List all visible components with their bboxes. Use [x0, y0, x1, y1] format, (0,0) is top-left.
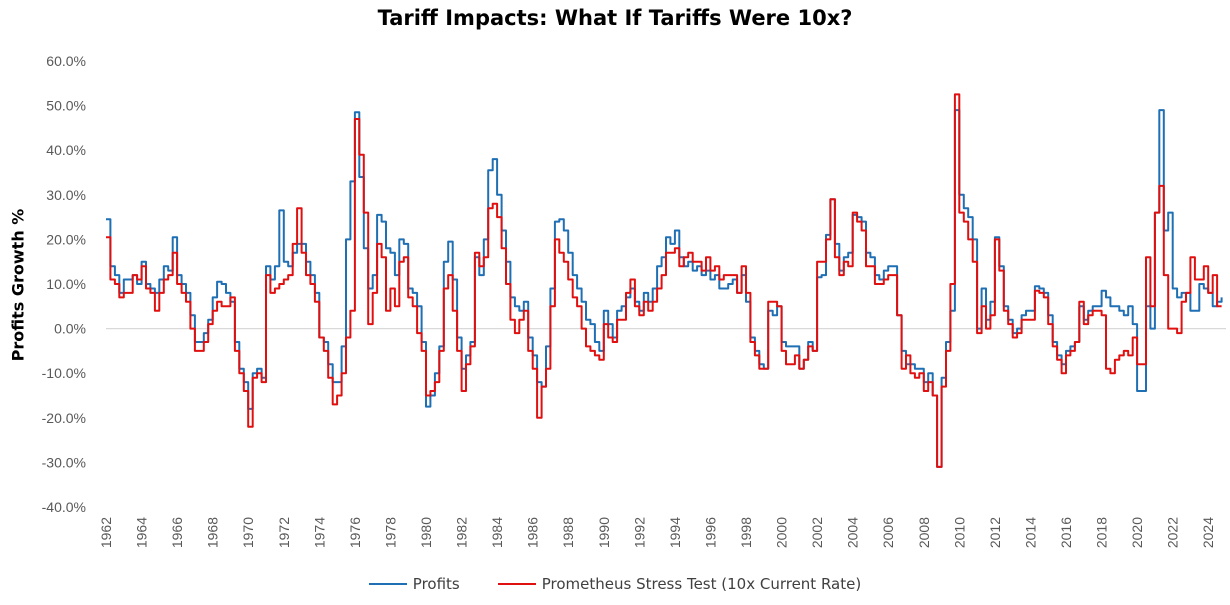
legend-swatch-profits — [368, 582, 407, 586]
x-tick-label: 1988 — [560, 517, 576, 548]
x-tick-label: 1996 — [702, 517, 718, 548]
x-tick-label: 1968 — [205, 517, 221, 548]
x-tick-label: 2024 — [1200, 517, 1216, 548]
x-tick-label: 1982 — [454, 517, 470, 548]
x-tick-label: 2022 — [1165, 517, 1181, 548]
x-tick-label: 2000 — [774, 517, 790, 548]
y-tick-label: 50.0% — [46, 98, 86, 114]
x-tick-label: 2012 — [987, 517, 1003, 548]
x-tick-label: 2002 — [809, 517, 825, 548]
legend-label-profits: Profits — [412, 575, 460, 593]
series-layer — [106, 93, 1223, 468]
x-tick-label: 1998 — [738, 517, 754, 548]
chart-title: Tariff Impacts: What If Tariffs Were 10x… — [377, 6, 853, 30]
x-tick-label: 2006 — [880, 517, 896, 548]
legend-item-stress-test: Prometheus Stress Test (10x Current Rate… — [497, 575, 862, 593]
series-stress-test — [106, 93, 1222, 468]
x-tick-label: 1978 — [382, 517, 398, 548]
y-tick-label: 60.0% — [46, 53, 86, 69]
y-tick-label: -20.0% — [42, 410, 86, 426]
x-tick-label: 1970 — [240, 517, 256, 548]
y-tick-label: -40.0% — [42, 499, 86, 515]
x-tick-label: 1994 — [667, 517, 683, 548]
y-tick-label: -30.0% — [42, 454, 86, 470]
x-tick-label: 1980 — [418, 517, 434, 548]
x-tick-label: 1976 — [347, 517, 363, 548]
x-tick-label: 2004 — [845, 517, 861, 548]
x-tick-label: 1990 — [596, 517, 612, 548]
x-tick-label: 1992 — [631, 517, 647, 548]
y-tick-label: 20.0% — [46, 231, 86, 247]
profits-line — [106, 109, 1223, 468]
y-tick-label: -10.0% — [42, 365, 86, 381]
y-tick-label: 0.0% — [54, 321, 86, 337]
x-tick-label: 1974 — [311, 517, 327, 548]
y-tick-label: 30.0% — [46, 187, 86, 203]
x-tick-label: 1962 — [98, 517, 114, 548]
x-tick-label: 1986 — [525, 517, 541, 548]
y-tick-label: 10.0% — [46, 276, 86, 292]
x-tick-label: 1984 — [489, 517, 505, 548]
y-axis-ticks: -40.0% -30.0% -20.0% -10.0% 0.0% 10.0% 20.0% 30… — [42, 53, 86, 515]
y-tick-label: 40.0% — [46, 142, 86, 158]
x-tick-label: 1966 — [169, 517, 185, 548]
x-tick-label: 2016 — [1058, 517, 1074, 548]
legend-label-stress-test: Prometheus Stress Test (10x Current Rate… — [541, 575, 862, 593]
series-profits — [106, 109, 1223, 468]
legend-swatch-stress-test — [497, 582, 536, 586]
line-chart: -40.0% -30.0% -20.0% -10.0% 0.0% 10.0% 20.0% 30… — [42, 53, 1226, 548]
legend: Profits Prometheus Stress Test (10x Curr… — [0, 575, 1230, 593]
x-tick-label: 2018 — [1094, 517, 1110, 548]
x-tick-label: 2020 — [1129, 517, 1145, 548]
x-tick-label: 2014 — [1022, 517, 1038, 548]
x-tick-label: 1964 — [134, 517, 150, 548]
x-tick-label: 2010 — [951, 517, 967, 548]
x-tick-label: 1972 — [276, 517, 292, 548]
stress-test-line — [106, 93, 1222, 468]
legend-item-profits: Profits — [368, 575, 460, 593]
x-tick-label: 2008 — [916, 517, 932, 548]
x-axis-ticks: 1962 1964 1966 1968 1970 1972 1974 1976 1978 1980… — [98, 517, 1216, 548]
